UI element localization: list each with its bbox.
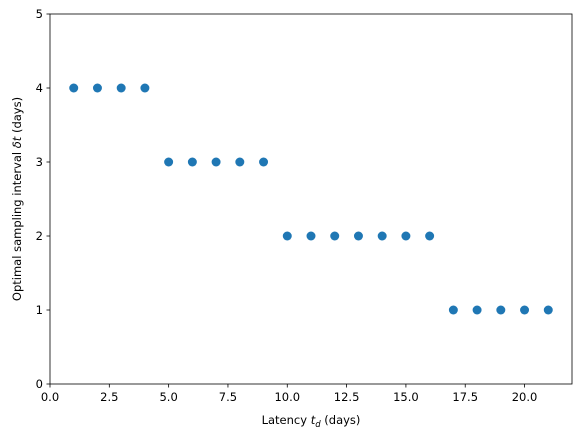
x-tick-label: 12.5: [334, 390, 360, 404]
data-point: [187, 157, 197, 167]
data-point: [140, 83, 150, 93]
y-tick-label: 3: [36, 155, 43, 169]
data-point: [306, 231, 316, 241]
x-tick-label: 10.0: [274, 390, 300, 404]
data-point: [164, 157, 174, 167]
data-point: [425, 231, 435, 241]
data-point: [543, 305, 553, 315]
y-axis-label-var: δt: [10, 136, 24, 148]
y-axis-label-prefix: Optimal sampling interval: [10, 148, 24, 301]
data-point: [472, 305, 482, 315]
plot-frame: [49, 13, 573, 385]
y-tick-label: 0: [36, 377, 43, 391]
data-point: [235, 157, 245, 167]
x-axis-label-suffix: (days): [321, 413, 361, 427]
data-point: [496, 305, 506, 315]
x-tick-label: 2.5: [100, 390, 118, 404]
data-point: [377, 231, 387, 241]
data-point: [353, 231, 363, 241]
data-point: [330, 231, 340, 241]
y-tick-label: 4: [36, 81, 43, 95]
x-axis-label-sub: d: [315, 420, 321, 430]
data-point: [116, 83, 126, 93]
x-axis-label-var: t: [311, 413, 316, 427]
data-point: [92, 83, 102, 93]
y-axis-label-suffix: (days): [10, 97, 24, 137]
x-axis-label: Latency td (days): [262, 413, 361, 430]
x-tick-label: 15.0: [393, 390, 419, 404]
x-tick-label: 5.0: [159, 390, 177, 404]
data-point: [448, 305, 458, 315]
data-point: [520, 305, 530, 315]
data-point: [259, 157, 269, 167]
x-tick-label: 0.0: [41, 390, 59, 404]
y-tick-label: 2: [36, 229, 43, 243]
y-axis-ticks: 0 1 2 3 4 5: [36, 7, 50, 391]
data-point: [211, 157, 221, 167]
data-point: [69, 83, 79, 93]
x-tick-label: 17.5: [452, 390, 478, 404]
y-tick-label: 1: [36, 303, 43, 317]
data-point: [282, 231, 292, 241]
x-tick-label: 20.0: [512, 390, 538, 404]
x-axis-label-prefix: Latency: [262, 413, 311, 427]
data-point: [401, 231, 411, 241]
y-axis-label: Optimal sampling interval δt (days): [10, 97, 24, 301]
x-tick-label: 7.5: [219, 390, 237, 404]
x-axis-ticks: 0.0 2.5 5.0 7.5 10.0 12.5 15.0 17.5 20.0: [41, 384, 537, 404]
y-tick-label: 5: [36, 7, 43, 21]
data-points: [69, 83, 553, 315]
plot-area: [50, 14, 572, 384]
